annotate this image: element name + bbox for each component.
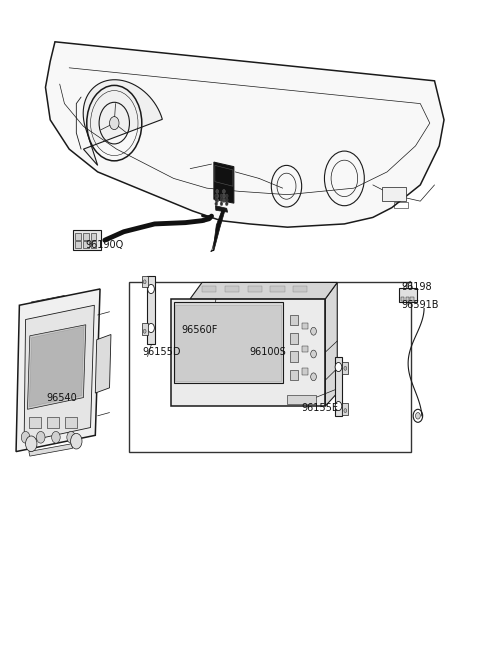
Text: 96540: 96540 [47,393,77,403]
Bar [301,368,308,375]
Polygon shape [171,298,325,406]
Circle shape [52,432,60,443]
Circle shape [311,350,316,358]
Circle shape [215,202,218,206]
Circle shape [216,190,219,194]
Bar [65,417,77,428]
Circle shape [222,190,225,194]
Bar [383,187,406,201]
Circle shape [344,367,347,370]
Bar [401,297,404,300]
Bar [75,241,81,248]
Polygon shape [29,443,72,456]
Bar [129,283,411,451]
Polygon shape [16,289,100,451]
Bar [293,287,307,291]
Circle shape [67,432,75,443]
Text: 96155E: 96155E [301,403,339,413]
Circle shape [225,194,228,198]
Circle shape [220,198,223,202]
Bar [75,233,81,239]
Bar [290,369,299,380]
Bar [83,233,89,239]
Polygon shape [147,276,155,344]
Polygon shape [27,325,86,409]
Bar [47,417,59,428]
Circle shape [311,327,316,335]
Polygon shape [216,206,228,213]
Text: 96560F: 96560F [181,325,218,335]
Circle shape [21,432,30,443]
Circle shape [215,198,218,202]
Circle shape [215,194,218,198]
Polygon shape [46,42,444,227]
Text: 96198: 96198 [401,281,432,291]
Circle shape [344,409,347,413]
Bar [342,363,348,373]
Text: 96100S: 96100S [250,347,286,358]
Text: 96155D: 96155D [142,347,181,358]
Bar [406,297,409,300]
Circle shape [109,117,119,130]
Circle shape [416,413,420,419]
Circle shape [71,434,82,449]
Circle shape [216,199,219,203]
Bar [91,233,96,239]
Bar [29,417,41,428]
Polygon shape [176,304,281,380]
Circle shape [220,194,223,198]
Text: 96591B: 96591B [401,300,439,310]
Bar [248,287,262,291]
Circle shape [148,323,155,333]
Bar [301,323,308,329]
Polygon shape [215,165,233,186]
Circle shape [143,280,146,284]
Polygon shape [211,211,225,251]
Circle shape [25,436,37,451]
Polygon shape [190,283,337,298]
Polygon shape [83,80,162,165]
Circle shape [222,194,225,198]
Circle shape [36,432,45,443]
Circle shape [311,373,316,380]
Polygon shape [214,162,234,203]
Bar [290,315,299,325]
Circle shape [335,401,342,411]
Bar [91,241,96,248]
Polygon shape [174,302,283,383]
Text: 96190Q: 96190Q [86,240,124,250]
Circle shape [148,285,155,293]
Bar [290,333,299,344]
Circle shape [225,198,228,202]
Bar [83,241,89,248]
Circle shape [222,199,225,203]
Bar [270,287,285,291]
Bar [394,203,408,208]
Polygon shape [325,283,337,406]
Circle shape [216,194,219,198]
Circle shape [143,329,146,333]
Circle shape [335,363,342,371]
Bar [142,323,148,335]
Bar [288,395,316,404]
Bar [410,297,414,300]
Circle shape [220,202,223,206]
Bar [290,352,299,362]
Polygon shape [96,335,111,393]
Polygon shape [24,305,95,442]
Bar [202,287,216,291]
Bar [73,230,101,250]
Bar [342,403,348,415]
Bar [301,346,308,352]
Bar [142,276,148,287]
Polygon shape [29,327,84,407]
Polygon shape [335,358,342,416]
Bar [225,287,239,291]
Circle shape [225,202,228,206]
Bar [399,288,417,302]
